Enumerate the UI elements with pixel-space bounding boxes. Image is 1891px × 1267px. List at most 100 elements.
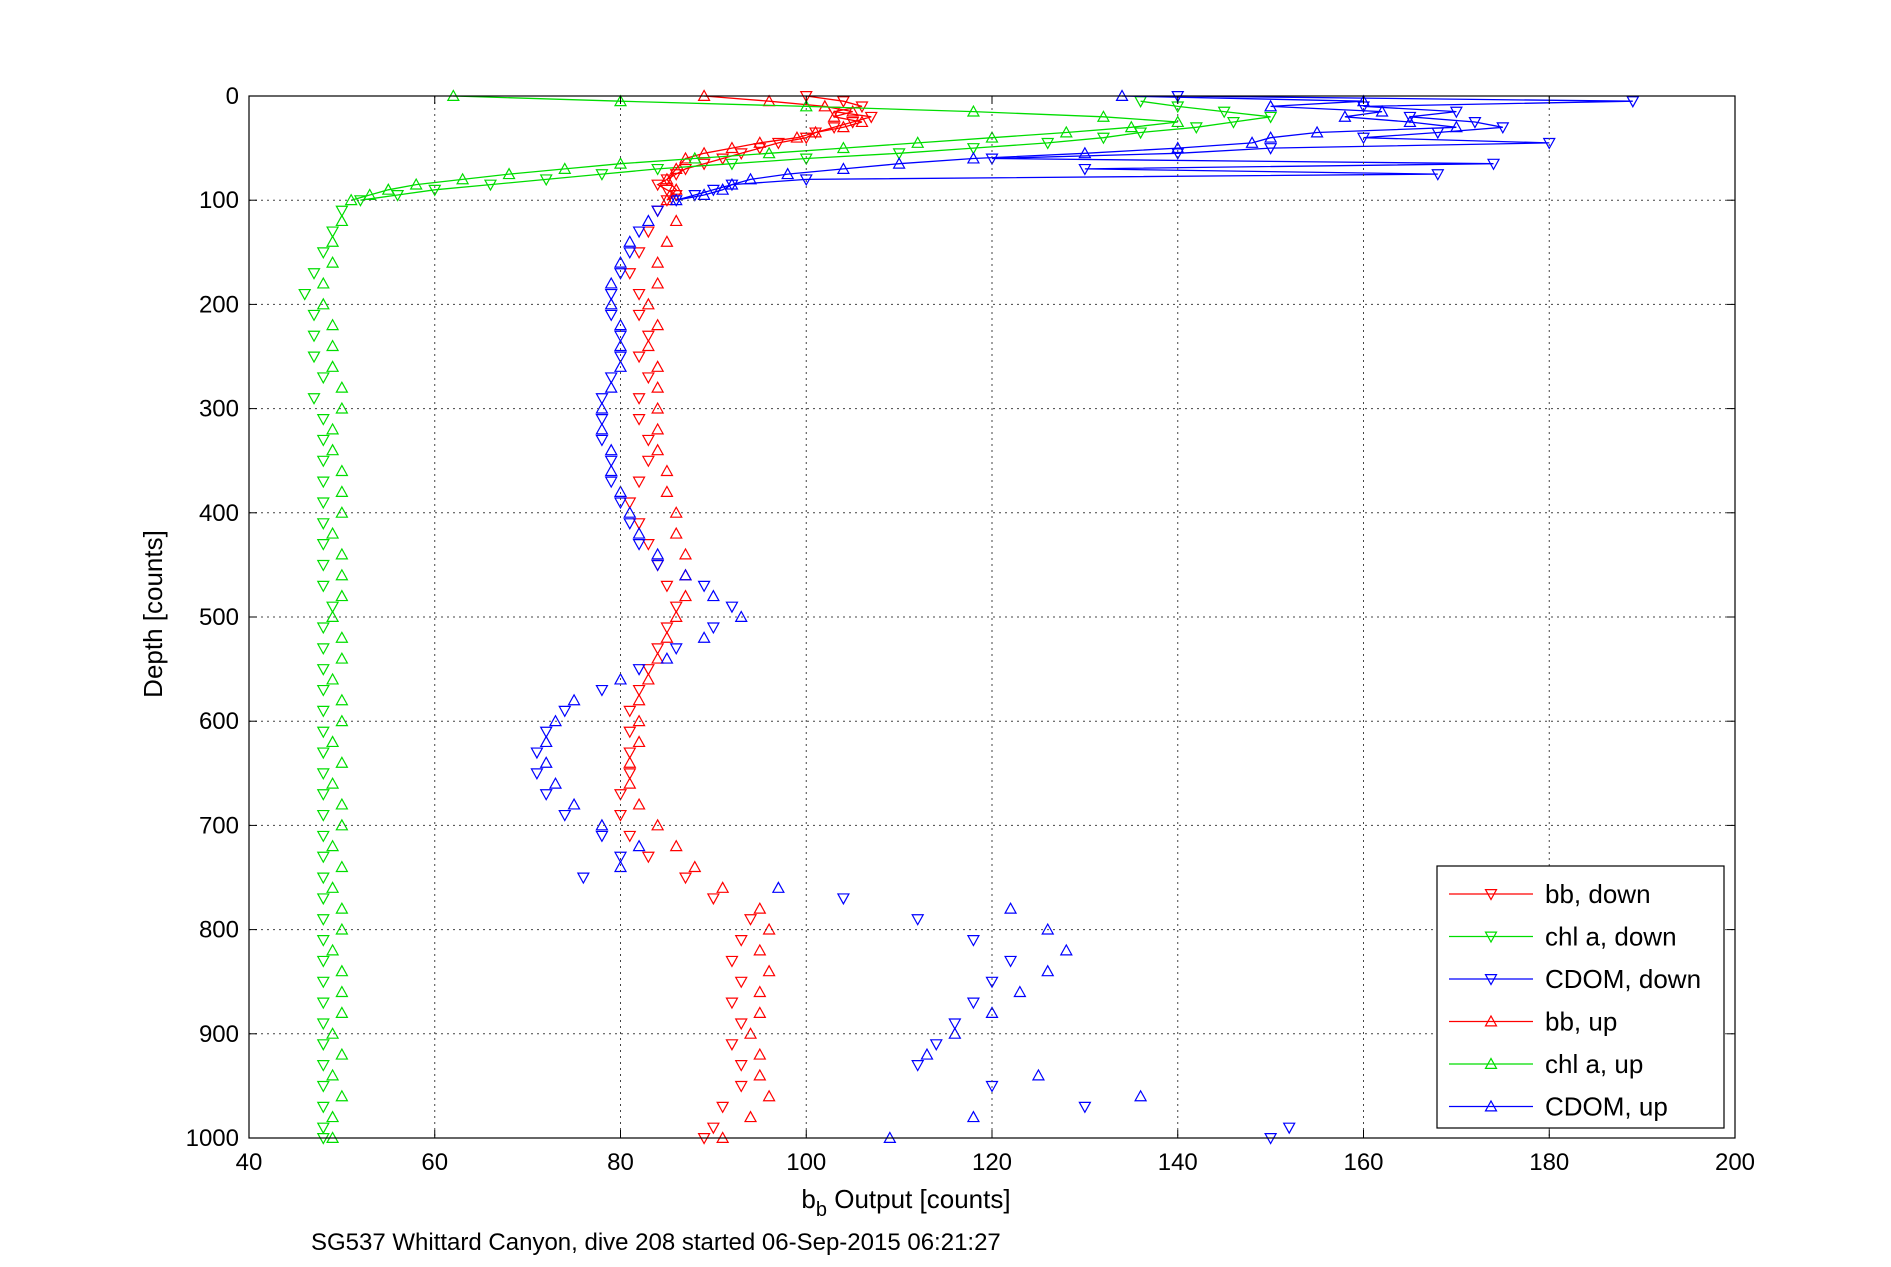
marker-triangle-up xyxy=(1375,104,1389,117)
marker-triangle-up xyxy=(669,162,683,174)
marker-triangle-up xyxy=(762,922,776,935)
marker-triangle-down xyxy=(316,476,330,489)
marker-triangle-up xyxy=(669,839,683,852)
marker-triangle-down xyxy=(632,351,646,364)
marker-triangle-up xyxy=(604,297,618,310)
marker-triangle-down xyxy=(307,351,321,364)
marker-triangle-up xyxy=(651,318,665,331)
marker-triangle-down xyxy=(604,455,618,468)
marker-triangle-up xyxy=(335,797,349,810)
marker-triangle-down xyxy=(428,184,442,197)
marker-triangle-down xyxy=(576,872,590,885)
marker-triangle-down xyxy=(595,684,609,697)
x-tick-label: 160 xyxy=(1343,1149,1383,1176)
marker-triangle-down xyxy=(539,174,553,187)
marker-triangle-down xyxy=(966,997,980,1010)
marker-triangle-up xyxy=(409,177,423,190)
marker-triangle-down xyxy=(1449,106,1463,119)
marker-triangle-down xyxy=(632,684,646,697)
marker-triangle-down xyxy=(558,705,572,718)
x-tick-label: 200 xyxy=(1715,1149,1755,1176)
y-tick-label: 300 xyxy=(199,396,239,423)
marker-triangle-down xyxy=(595,414,609,426)
marker-triangle-down xyxy=(706,184,720,197)
marker-triangle-down xyxy=(307,309,321,322)
marker-triangle-up xyxy=(595,818,609,831)
marker-triangle-down xyxy=(1484,931,1498,944)
marker-triangle-down xyxy=(623,268,637,280)
marker-triangle-down xyxy=(316,1101,330,1114)
marker-triangle-up xyxy=(697,631,711,643)
marker-triangle-up xyxy=(326,422,340,435)
y-tick-label: 800 xyxy=(199,917,239,944)
marker-triangle-down xyxy=(316,789,330,801)
marker-triangle-up xyxy=(651,360,665,372)
marker-triangle-down xyxy=(678,163,693,176)
marker-triangle-down xyxy=(632,309,646,322)
marker-triangle-down xyxy=(688,189,702,202)
marker-triangle-up xyxy=(966,151,980,164)
marker-triangle-up xyxy=(1096,110,1110,122)
marker-triangle-up xyxy=(753,1047,767,1060)
marker-triangle-down xyxy=(1626,96,1640,108)
marker-triangle-up xyxy=(326,943,340,956)
marker-triangle-down xyxy=(966,143,980,155)
marker-triangle-down xyxy=(316,518,330,530)
marker-triangle-up xyxy=(762,1089,776,1102)
marker-triangle-up xyxy=(651,276,665,289)
marker-triangle-down xyxy=(734,976,748,989)
marker-triangle-up xyxy=(669,610,683,623)
marker-triangle-down xyxy=(836,893,850,906)
marker-triangle-down xyxy=(316,935,330,947)
axes: 40 60 80 100 120 140 160 180 200 0 100 200 300 400 500… xyxy=(186,83,1755,1176)
marker-triangle-up xyxy=(632,735,646,748)
marker-triangle-down xyxy=(316,559,330,572)
y-axis-title: Depth [counts] xyxy=(138,530,168,698)
marker-triangle-down xyxy=(539,789,553,801)
marker-triangle-up xyxy=(335,547,349,560)
marker-triangle-down xyxy=(1496,122,1510,134)
marker-triangle-up xyxy=(335,902,349,914)
marker-triangle-down xyxy=(595,169,609,181)
marker-triangle-down xyxy=(641,539,655,551)
marker-triangle-down xyxy=(1468,117,1482,129)
marker-triangle-up xyxy=(632,797,646,810)
marker-triangle-up xyxy=(1059,943,1073,956)
marker-triangle-down xyxy=(799,153,813,166)
marker-triangle-up xyxy=(326,1068,340,1081)
marker-triangle-down xyxy=(298,288,312,301)
marker-triangle-up xyxy=(326,255,340,268)
marker-triangle-up xyxy=(539,735,553,748)
marker-triangle-down xyxy=(623,768,637,781)
marker-triangle-up xyxy=(1403,115,1417,128)
marker-triangle-down xyxy=(623,705,637,718)
legend-label: bb, down xyxy=(1545,879,1651,909)
marker-triangle-up xyxy=(985,1006,999,1018)
marker-triangle-up xyxy=(1310,125,1324,138)
marker-triangle-up xyxy=(335,464,349,477)
marker-triangle-up xyxy=(335,1047,349,1060)
marker-triangle-up xyxy=(335,589,349,602)
marker-triangle-up xyxy=(818,99,832,112)
marker-triangle-down xyxy=(316,747,330,760)
marker-triangle-down xyxy=(725,1039,739,1051)
marker-triangle-up xyxy=(539,756,553,768)
marker-triangle-down xyxy=(316,851,330,864)
marker-triangle-up xyxy=(1449,120,1463,133)
marker-triangle-down xyxy=(613,268,628,280)
marker-triangle-up xyxy=(326,776,340,789)
legend-label: CDOM, down xyxy=(1545,964,1701,994)
marker-triangle-up xyxy=(335,964,349,977)
marker-triangle-up xyxy=(651,422,665,435)
marker-triangle-up xyxy=(706,589,720,602)
marker-triangle-up xyxy=(1338,110,1352,122)
marker-triangle-down xyxy=(966,935,980,947)
marker-triangle-up xyxy=(548,776,563,789)
marker-triangle-up xyxy=(827,110,841,122)
marker-triangle-down xyxy=(734,1080,748,1093)
x-tick-label: 100 xyxy=(786,1149,826,1176)
marker-triangle-down xyxy=(307,393,321,405)
marker-triangle-down xyxy=(641,226,655,239)
marker-triangle-down xyxy=(641,330,655,343)
marker-triangle-down xyxy=(623,747,637,760)
